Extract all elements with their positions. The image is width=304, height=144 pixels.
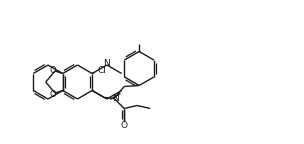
Text: O: O [121,121,128,130]
Text: N: N [112,94,119,103]
Text: N: N [104,58,110,68]
Text: Cl: Cl [98,66,107,75]
Text: O: O [49,66,56,75]
Text: O: O [49,90,56,98]
